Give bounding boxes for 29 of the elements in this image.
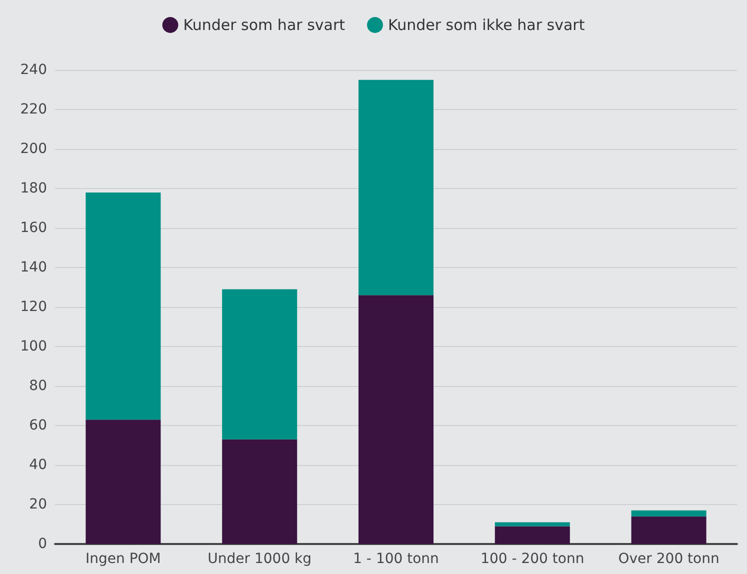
y-tick-label: 180 [20,180,47,196]
bar [222,289,298,440]
y-tick-label: 40 [29,457,47,473]
y-tick-label: 80 [29,378,47,394]
y-tick-label: 140 [20,260,47,276]
legend-label: Kunder som ikke har svart [388,16,585,34]
bar [358,80,434,296]
bar [631,516,706,544]
y-tick-label: 0 [38,536,47,552]
x-tick-label: 1 - 100 tonn [353,551,439,567]
y-tick-label: 60 [29,418,47,434]
legend-label: Kunder som har svart [183,16,346,34]
bar [86,420,161,544]
bar [358,295,434,544]
y-tick-label: 160 [20,220,47,236]
x-tick-label: Ingen POM [86,551,161,567]
bar [494,526,570,544]
bar [86,192,161,420]
x-tick-label: 100 - 200 tonn [480,551,584,567]
y-tick-label: 120 [20,299,47,315]
x-tick-label: Over 200 tonn [618,551,720,567]
y-tick-label: 20 [29,496,47,512]
y-tick-label: 220 [20,102,47,118]
y-tick-label: 100 [20,338,47,354]
bar [631,510,706,516]
bar [222,439,298,544]
x-tick-label: Under 1000 kg [208,551,312,567]
y-tick-label: 200 [20,141,47,157]
y-tick-label: 240 [20,62,47,78]
